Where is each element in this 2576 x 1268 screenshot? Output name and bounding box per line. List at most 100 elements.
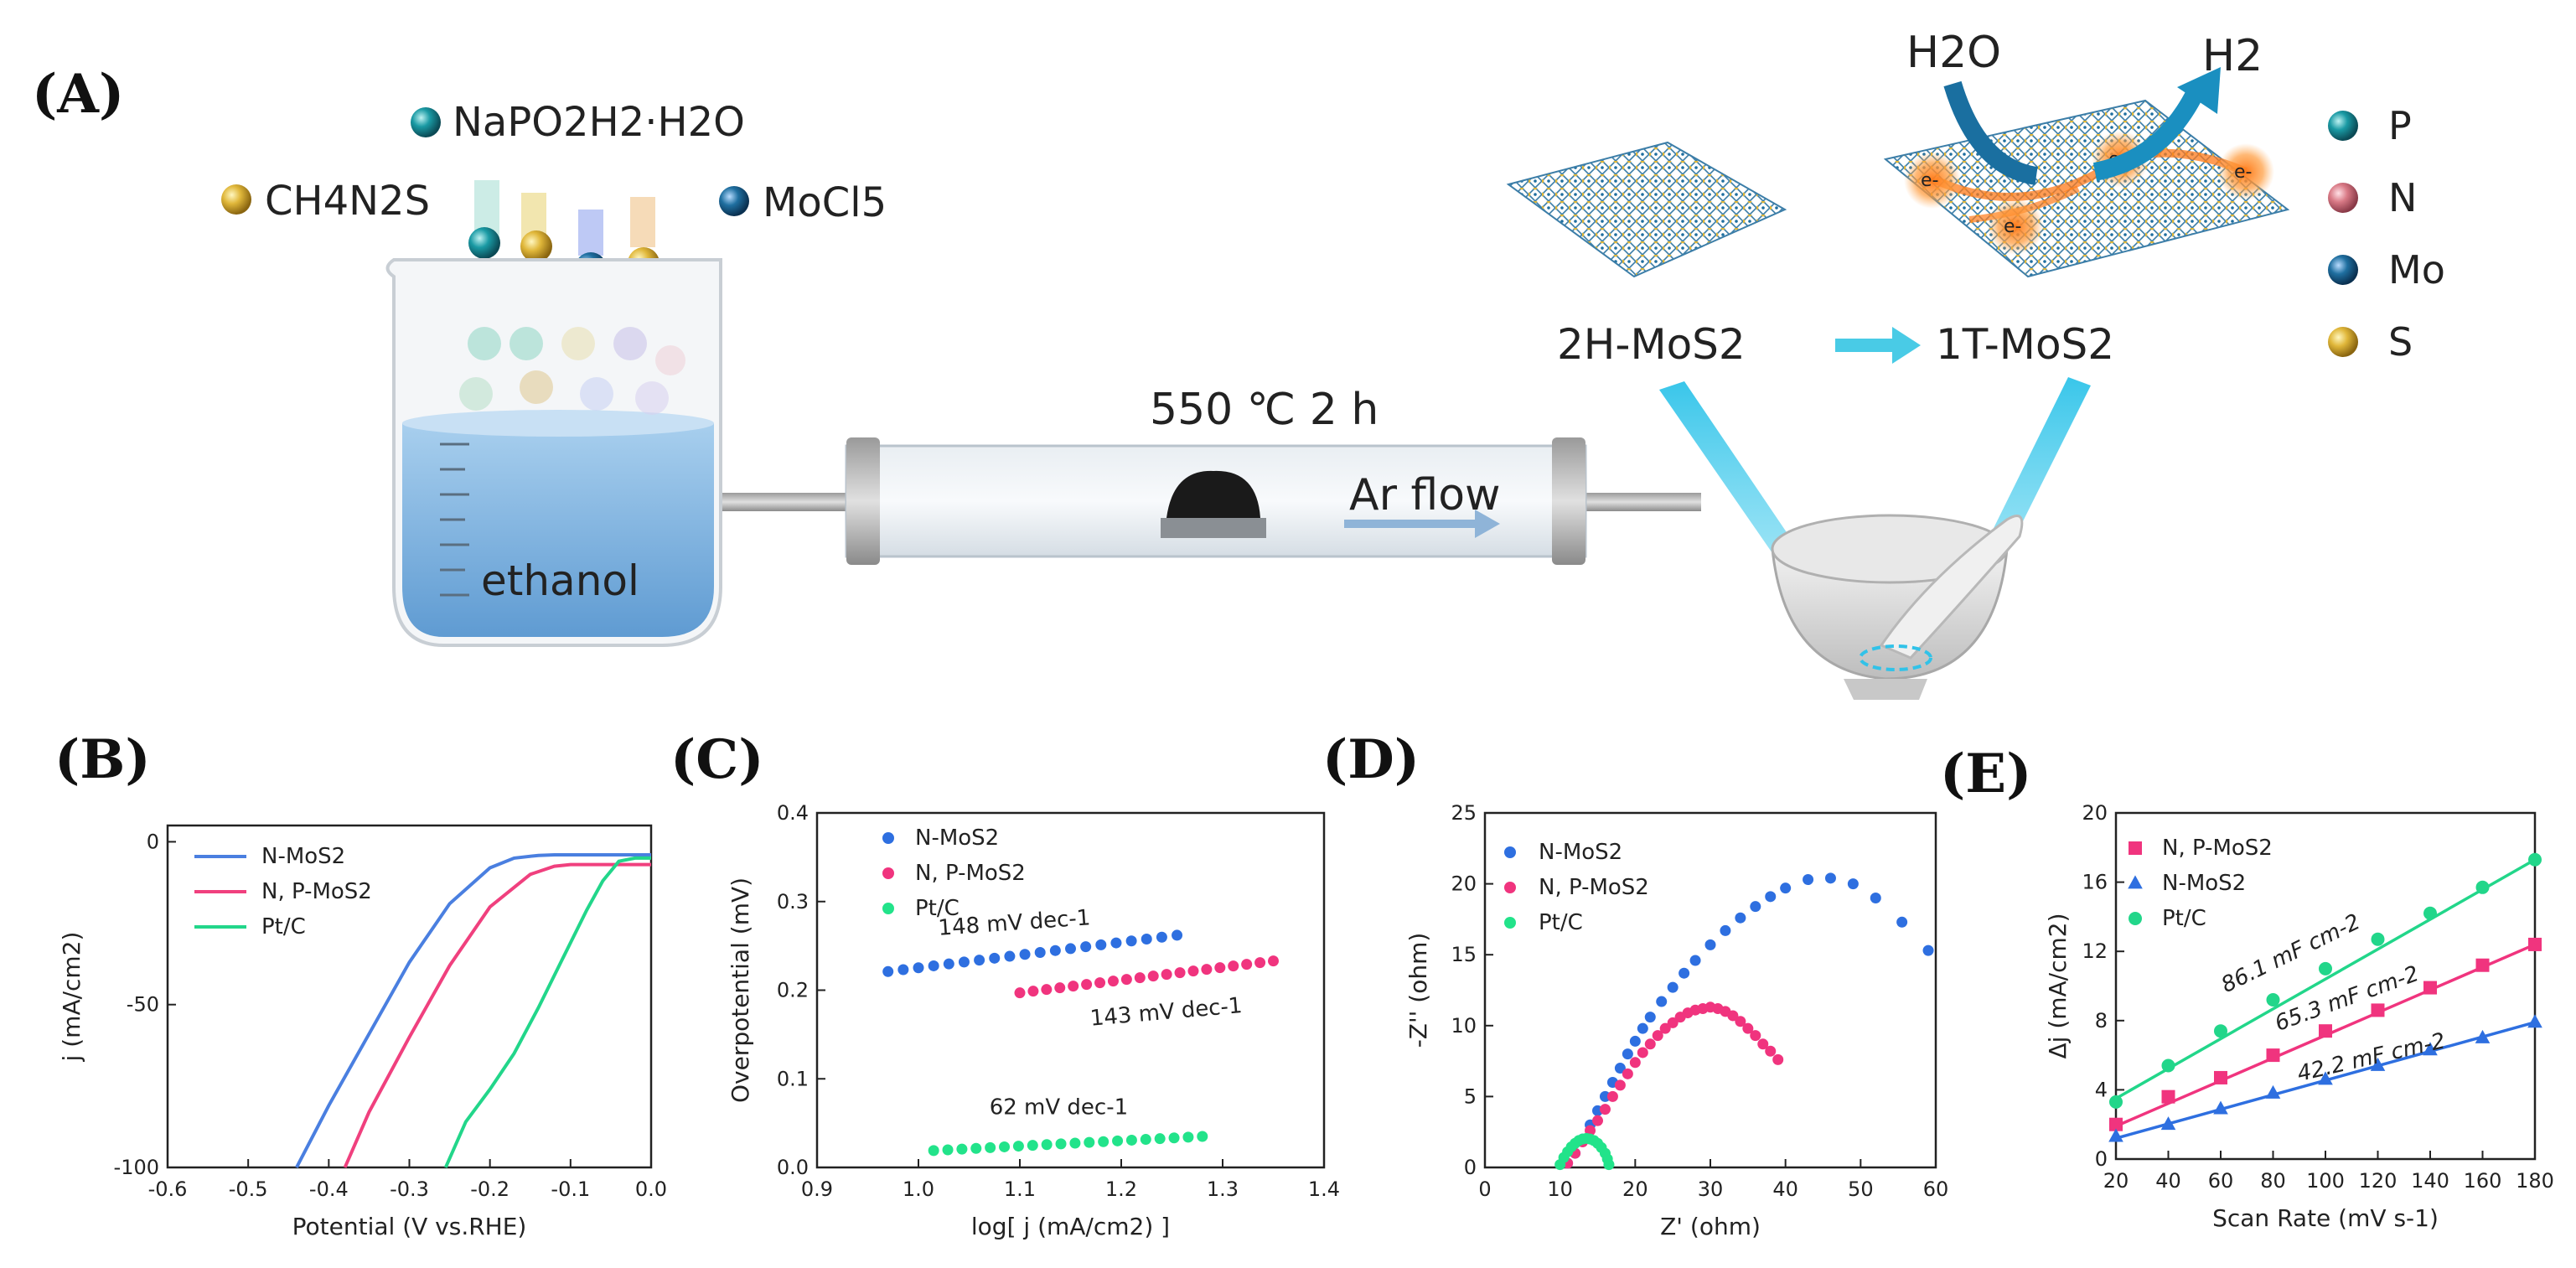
data-point (1107, 976, 1119, 987)
plot-frame (166, 824, 653, 1169)
phase-from-label: 2H-MoS2 (1557, 320, 1746, 369)
legend-entry: Pt/C (1539, 910, 1583, 935)
y-tick-label: 0 (147, 830, 159, 853)
x-tick-label: -0.4 (309, 1177, 349, 1201)
data-point (1182, 1131, 1194, 1143)
data-point (2318, 1071, 2333, 1085)
arrowhead-icon (2177, 67, 2221, 114)
y-tick-label: 0.2 (777, 979, 809, 1002)
element-s-label: S (2388, 319, 2413, 365)
y-tick-label: -50 (127, 993, 159, 1017)
x-tick-label: 20 (2103, 1169, 2129, 1193)
powder-highlight (1859, 644, 1932, 671)
legend-entry: N, P-MoS2 (915, 861, 1026, 886)
data-point (1735, 1016, 1746, 1027)
data-point (1187, 965, 1199, 977)
tube-furnace: 550 ℃ 2 h Ar flow (722, 385, 1701, 565)
element-p-label: P (2388, 103, 2412, 148)
y-tick-label: 0 (1464, 1156, 1477, 1179)
panel-e-label: (E) (1940, 743, 2031, 805)
y-tick-label: 4 (2095, 1078, 2108, 1101)
blue-ball-icon (719, 186, 749, 216)
product-label: H2 (2202, 31, 2263, 81)
legend-entry: N-MoS2 (2162, 871, 2246, 896)
data-point (913, 962, 924, 974)
legend-entry: N-MoS2 (261, 844, 345, 869)
panel-a-schematic: (A) NaPO2H2·H2O CH4N2S MoCl5 (32, 28, 2445, 700)
data-point (2527, 1014, 2542, 1028)
legend-marker (2129, 912, 2142, 925)
x-tick-label: 100 (2306, 1169, 2345, 1193)
data-point (1172, 929, 1183, 941)
data-point (1757, 1038, 1769, 1050)
data-point (1095, 939, 1107, 950)
data-point (1254, 957, 1266, 969)
data-point (1154, 1133, 1166, 1145)
data-point (1201, 964, 1213, 976)
data-point (2371, 932, 2385, 946)
data-point (2108, 1128, 2123, 1142)
x-tick-label: 80 (2260, 1169, 2286, 1193)
y-axis-label: j (mA/cm2) (58, 932, 85, 1063)
element-mo-icon (2328, 255, 2358, 285)
data-point (1603, 1159, 1615, 1171)
x-tick-label: 0.0 (635, 1177, 667, 1201)
series-line (443, 856, 651, 1168)
reagent-ch4n2s-label: CH4N2S (265, 178, 430, 225)
series-line (343, 862, 651, 1168)
legend-entry: N, P-MoS2 (1539, 875, 1649, 900)
data-point (958, 956, 970, 968)
data-point (989, 952, 1001, 964)
fit-line (2115, 858, 2536, 1100)
series-line (295, 853, 651, 1168)
furnace-label: 550 ℃ 2 h (1150, 385, 1379, 435)
x-tick-label: -0.2 (470, 1177, 510, 1201)
beaker: ethanol (385, 258, 722, 647)
x-tick-label: 120 (2359, 1169, 2398, 1193)
data-point (1689, 955, 1701, 966)
plot-frame (1483, 811, 1937, 1169)
data-point (1027, 1140, 1038, 1152)
x-tick-label: 160 (2464, 1169, 2502, 1193)
data-point (1004, 950, 1016, 962)
reagent-ch4n2s: CH4N2S (221, 178, 430, 225)
slope-annotation: 148 mV dec-1 (938, 905, 1092, 941)
data-point (1644, 1012, 1656, 1023)
data-point (2475, 1029, 2491, 1043)
data-point (1112, 1135, 1124, 1146)
y-tick-label: 0.4 (777, 801, 809, 825)
data-point (1125, 935, 1137, 947)
x-axis-label: Scan Rate (mV s-1) (2212, 1204, 2439, 1232)
y-tick-label: 5 (1464, 1084, 1477, 1108)
legend-entry: N, P-MoS2 (2162, 836, 2273, 861)
data-point (1054, 982, 1066, 994)
data-point (1134, 972, 1146, 984)
data-point (1637, 1047, 1648, 1058)
data-point (1622, 1068, 1633, 1079)
data-point (928, 960, 939, 971)
panel-d-label: (D) (1322, 728, 1420, 791)
legend-entry: N, P-MoS2 (261, 879, 372, 904)
x-tick-label: 60 (1923, 1177, 1949, 1201)
chart-b-polarization: -0.6 -0.5 -0.4 -0.3 -0.2 -0.1 0.0 -100 -50 0 Poten… (58, 824, 667, 1240)
electron-glow (1904, 152, 1961, 209)
reagent-naPO2H2: NaPO2H2·H2O (411, 99, 745, 146)
data-point (1228, 960, 1239, 972)
data-point (1803, 874, 1814, 886)
mortar-base (1844, 679, 1927, 700)
x-tick-label: 140 (2411, 1169, 2449, 1193)
data-point (2161, 1089, 2175, 1104)
data-point (2214, 1070, 2227, 1084)
y-tick-label: 8 (2095, 1009, 2108, 1033)
y-tick-label: 15 (1451, 943, 1477, 966)
chart-c-tafel: 0.9 1.0 1.1 1.2 1.3 1.4 0.0 0.1 0.2 0.3 0.4 log[ j … (727, 801, 1340, 1240)
x-axis-label: Potential (V vs.RHE) (292, 1213, 527, 1240)
data-point (2265, 1084, 2281, 1099)
data-point (1606, 1090, 1618, 1102)
electron-label: e- (2004, 216, 2021, 237)
tube-right-rod (1575, 493, 1701, 511)
data-point (2475, 880, 2490, 894)
element-n-icon (2328, 183, 2358, 213)
y-axis-label: Overpotential (mV) (727, 877, 754, 1103)
